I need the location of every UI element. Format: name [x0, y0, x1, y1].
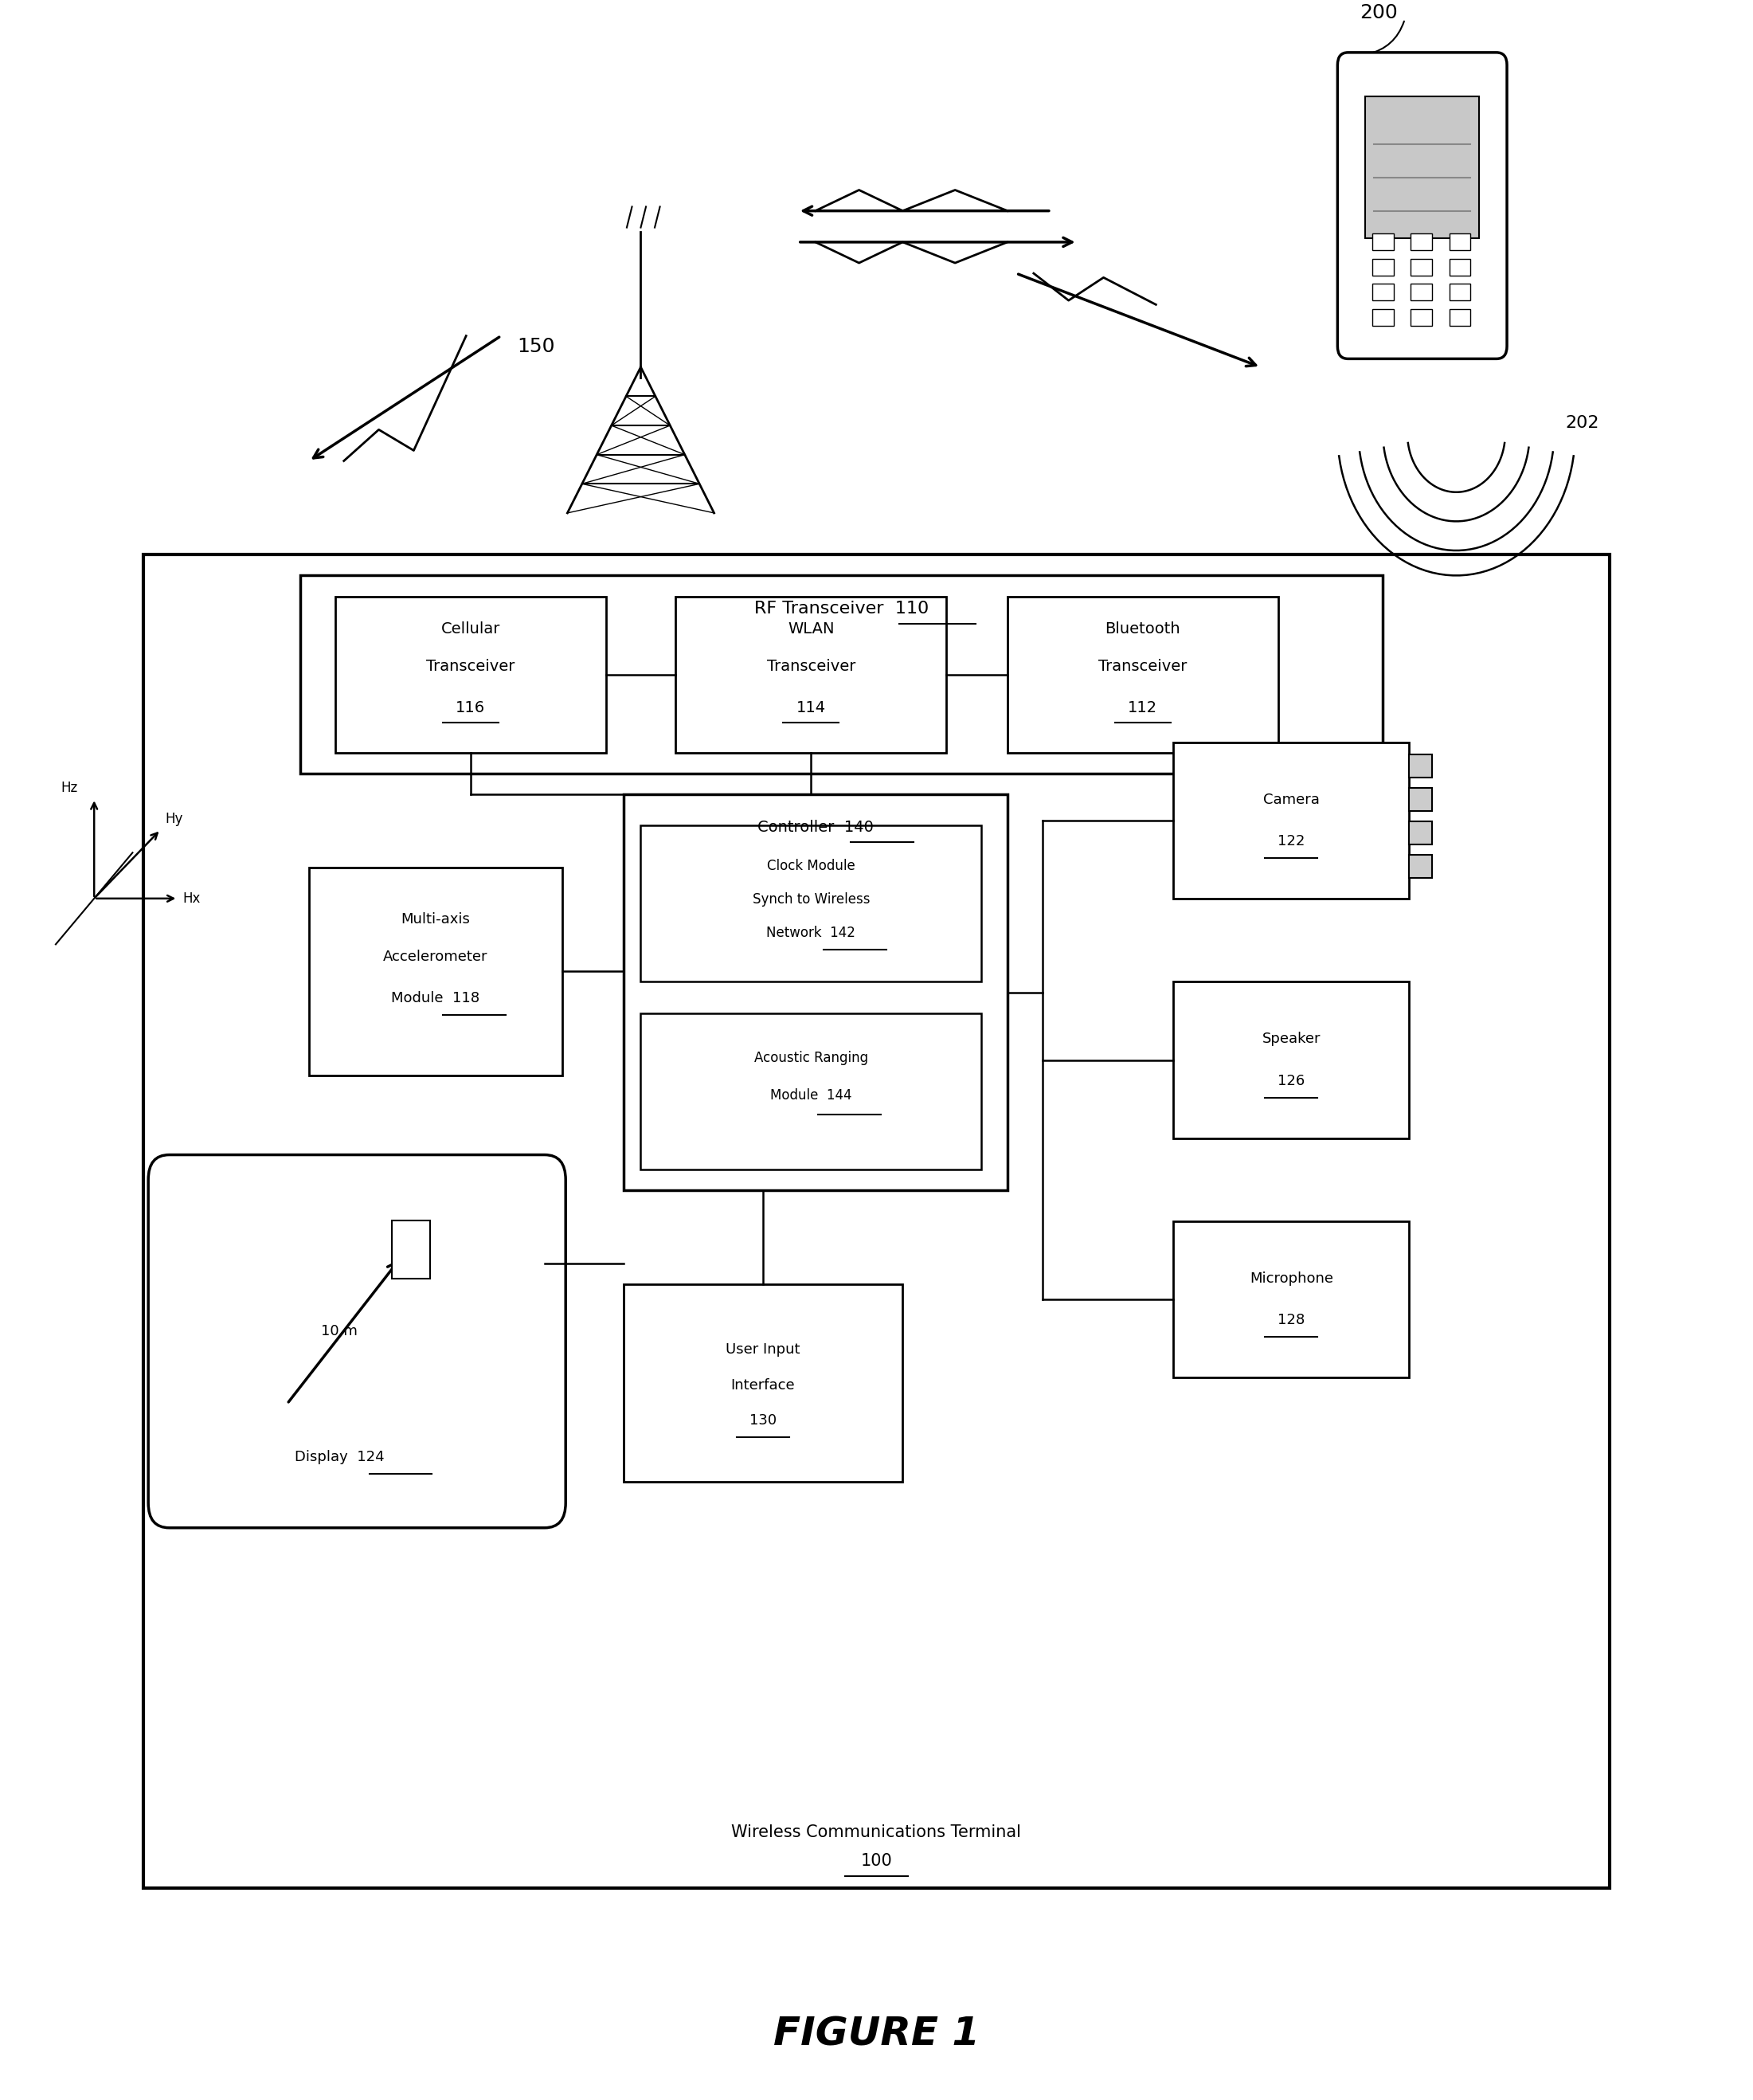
- Text: Interface: Interface: [731, 1378, 796, 1392]
- Bar: [642, 1012, 982, 1170]
- Text: Speaker: Speaker: [1262, 1031, 1320, 1046]
- Text: User Input: User Input: [726, 1342, 799, 1357]
- Text: 10 m: 10 m: [321, 1323, 358, 1338]
- Bar: [1411, 258, 1432, 275]
- Bar: [1409, 855, 1432, 878]
- Text: Hy: Hy: [165, 813, 184, 827]
- Bar: [393, 1220, 429, 1279]
- Text: WLAN: WLAN: [787, 622, 834, 636]
- Text: Hx: Hx: [182, 890, 202, 905]
- Text: Module  144: Module 144: [770, 1088, 852, 1102]
- Bar: [1373, 309, 1394, 326]
- Bar: [1373, 258, 1394, 275]
- Text: 116: 116: [456, 699, 486, 716]
- Bar: [300, 575, 1383, 773]
- Text: 128: 128: [1278, 1312, 1304, 1327]
- Bar: [1366, 97, 1480, 237]
- Text: Microphone: Microphone: [1250, 1273, 1332, 1285]
- Text: 100: 100: [861, 1852, 892, 1869]
- Text: RF Transceiver  110: RF Transceiver 110: [754, 601, 929, 617]
- Text: 126: 126: [1278, 1073, 1304, 1088]
- Text: 112: 112: [1127, 699, 1157, 716]
- Text: 130: 130: [749, 1413, 777, 1428]
- Text: 114: 114: [796, 699, 826, 716]
- Text: Synch to Wireless: Synch to Wireless: [752, 892, 869, 907]
- Bar: [1373, 233, 1394, 250]
- Bar: [1450, 258, 1471, 275]
- Text: Transceiver: Transceiver: [1099, 659, 1187, 674]
- Bar: [144, 554, 1609, 1888]
- Text: 122: 122: [1278, 834, 1304, 848]
- Text: 200: 200: [1360, 4, 1397, 23]
- Bar: [1008, 596, 1278, 752]
- Text: Cellular: Cellular: [440, 622, 500, 636]
- Bar: [642, 825, 982, 983]
- Bar: [1409, 754, 1432, 777]
- Bar: [1173, 983, 1409, 1138]
- Bar: [1409, 788, 1432, 811]
- Bar: [624, 1283, 903, 1483]
- Bar: [624, 794, 1008, 1191]
- Text: FIGURE 1: FIGURE 1: [773, 2016, 980, 2054]
- Text: 150: 150: [517, 336, 556, 355]
- Bar: [1450, 284, 1471, 300]
- Text: Transceiver: Transceiver: [426, 659, 515, 674]
- FancyBboxPatch shape: [1338, 53, 1508, 359]
- Bar: [1411, 309, 1432, 326]
- Text: 202: 202: [1565, 416, 1599, 430]
- Text: Accelerometer: Accelerometer: [384, 949, 487, 964]
- Bar: [1450, 309, 1471, 326]
- Text: Controller  140: Controller 140: [757, 821, 873, 836]
- Bar: [675, 596, 947, 752]
- Text: Camera: Camera: [1264, 792, 1320, 806]
- Text: Multi-axis: Multi-axis: [401, 911, 470, 926]
- Text: Display  124: Display 124: [295, 1449, 384, 1464]
- Text: Hz: Hz: [61, 781, 79, 796]
- Bar: [335, 596, 607, 752]
- Bar: [1450, 233, 1471, 250]
- Text: Network  142: Network 142: [766, 926, 855, 941]
- Bar: [1173, 1222, 1409, 1378]
- Bar: [1173, 741, 1409, 899]
- Bar: [1411, 284, 1432, 300]
- Text: Bluetooth: Bluetooth: [1104, 622, 1180, 636]
- Bar: [1373, 284, 1394, 300]
- Text: Transceiver: Transceiver: [766, 659, 855, 674]
- Bar: [1411, 233, 1432, 250]
- Text: Module  118: Module 118: [391, 991, 480, 1006]
- Bar: [309, 867, 563, 1075]
- FancyBboxPatch shape: [149, 1155, 566, 1529]
- Text: Acoustic Ranging: Acoustic Ranging: [754, 1050, 868, 1065]
- Text: Clock Module: Clock Module: [766, 859, 855, 874]
- Text: Wireless Communications Terminal: Wireless Communications Terminal: [731, 1825, 1022, 1840]
- Bar: [1409, 821, 1432, 844]
